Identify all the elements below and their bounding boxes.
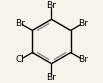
Text: Br: Br <box>47 73 56 82</box>
Text: Br: Br <box>15 19 25 28</box>
Text: Br: Br <box>78 55 88 64</box>
Text: Br: Br <box>78 19 88 28</box>
Text: Cl: Cl <box>16 55 24 64</box>
Text: Br: Br <box>47 1 56 10</box>
